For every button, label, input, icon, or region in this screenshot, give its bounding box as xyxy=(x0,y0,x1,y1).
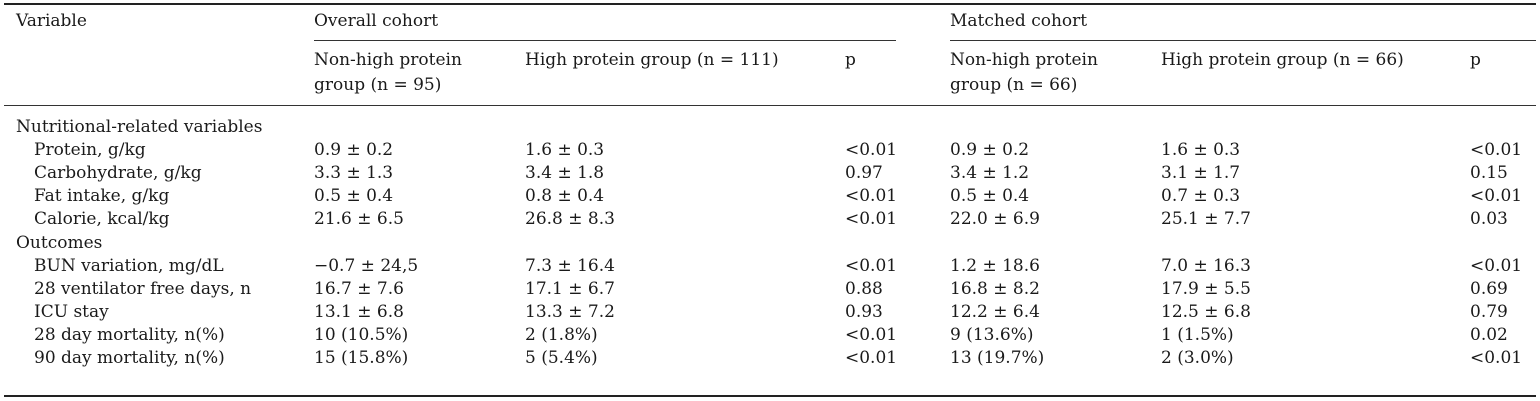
cell-overall-p: <0.01 xyxy=(845,348,898,368)
cell-overall-high: 0.8 ± 0.4 xyxy=(525,186,605,207)
cell-matched-high: 7.0 ± 16.3 xyxy=(1161,255,1251,276)
row-label: Protein, g/kg xyxy=(34,140,146,161)
header-matched-cohort: Matched cohort xyxy=(950,11,1088,31)
cell-overall-nonhigh: 13.1 ± 6.8 xyxy=(314,301,404,322)
cell-overall-high: 5 (5.4%) xyxy=(525,348,598,368)
cell-matched-nonhigh: 12.2 ± 6.4 xyxy=(950,301,1040,322)
section-title: Nutritional-related variables xyxy=(16,117,263,137)
cell-matched-high: 25.1 ± 7.7 xyxy=(1161,209,1251,230)
cell-matched-high: 1.6 ± 0.3 xyxy=(1161,140,1241,161)
cell-overall-p: <0.01 xyxy=(845,186,898,207)
cell-overall-p: <0.01 xyxy=(845,255,898,276)
cell-overall-high: 2 (1.8%) xyxy=(525,324,598,345)
cell-matched-nonhigh: 0.9 ± 0.2 xyxy=(950,140,1030,161)
row-label: Calorie, kcal/kg xyxy=(34,209,170,230)
header-overall-cohort: Overall cohort xyxy=(314,11,439,31)
cell-matched-nonhigh: 3.4 ± 1.2 xyxy=(950,163,1030,184)
cell-overall-nonhigh: 0.9 ± 0.2 xyxy=(314,140,394,161)
header-overall-nonhigh: Non-high protein group (n = 95) xyxy=(314,50,462,95)
cell-overall-nonhigh: 3.3 ± 1.3 xyxy=(314,163,394,184)
cell-overall-nonhigh: −0.7 ± 24,5 xyxy=(314,255,419,276)
cell-matched-nonhigh: 16.8 ± 8.2 xyxy=(950,278,1040,299)
header-variable: Variable xyxy=(16,11,87,31)
cell-overall-nonhigh: 10 (10.5%) xyxy=(314,324,409,345)
cell-matched-nonhigh: 22.0 ± 6.9 xyxy=(950,209,1040,230)
cell-overall-high: 13.3 ± 7.2 xyxy=(525,301,615,322)
cell-overall-high: 7.3 ± 16.4 xyxy=(525,255,615,276)
cell-matched-high: 2 (3.0%) xyxy=(1161,348,1234,368)
cell-matched-high: 12.5 ± 6.8 xyxy=(1161,301,1251,322)
cell-overall-high: 1.6 ± 0.3 xyxy=(525,140,605,161)
table-bottom-rule xyxy=(4,395,1536,397)
cell-matched-high: 0.7 ± 0.3 xyxy=(1161,186,1241,207)
cell-matched-p: <0.01 xyxy=(1470,186,1523,207)
header-bottom-rule xyxy=(4,105,1536,106)
cell-matched-p: 0.79 xyxy=(1470,301,1508,322)
cell-overall-p: <0.01 xyxy=(845,140,898,161)
section-title: Outcomes xyxy=(16,232,103,253)
cell-matched-high: 1 (1.5%) xyxy=(1161,324,1234,345)
matched-cohort-rule xyxy=(950,40,1536,41)
row-label: 90 day mortality, n(%) xyxy=(34,348,225,368)
cell-matched-nonhigh: 1.2 ± 18.6 xyxy=(950,255,1040,276)
cell-overall-p: 0.93 xyxy=(845,301,883,322)
cell-overall-p: <0.01 xyxy=(845,324,898,345)
cell-overall-high: 17.1 ± 6.7 xyxy=(525,278,615,299)
cell-matched-nonhigh: 13 (19.7%) xyxy=(950,348,1045,368)
row-label: Fat intake, g/kg xyxy=(34,186,170,207)
cell-overall-high: 26.8 ± 8.3 xyxy=(525,209,615,230)
header-overall-p: p xyxy=(845,50,856,70)
cell-matched-p: 0.02 xyxy=(1470,324,1508,345)
cell-overall-nonhigh: 15 (15.8%) xyxy=(314,348,409,368)
cell-overall-high: 3.4 ± 1.8 xyxy=(525,163,605,184)
header-matched-nonhigh: Non-high protein group (n = 66) xyxy=(950,50,1098,95)
cell-overall-p: 0.88 xyxy=(845,278,883,299)
header-matched-p: p xyxy=(1470,50,1481,70)
cell-matched-nonhigh: 0.5 ± 0.4 xyxy=(950,186,1030,207)
header-overall-high: High protein group (n = 111) xyxy=(525,50,779,70)
row-label: BUN variation, mg/dL xyxy=(34,255,224,276)
cell-overall-p: 0.97 xyxy=(845,163,883,184)
cell-overall-p: <0.01 xyxy=(845,209,898,230)
row-label: 28 ventilator free days, n xyxy=(34,278,252,299)
header-matched-high: High protein group (n = 66) xyxy=(1161,50,1404,70)
cell-matched-p: 0.69 xyxy=(1470,278,1508,299)
row-label: 28 day mortality, n(%) xyxy=(34,324,225,345)
overall-cohort-rule xyxy=(314,40,896,41)
cell-matched-high: 3.1 ± 1.7 xyxy=(1161,163,1241,184)
cell-matched-p: 0.15 xyxy=(1470,163,1508,184)
cell-matched-nonhigh: 9 (13.6%) xyxy=(950,324,1034,345)
cell-matched-p: <0.01 xyxy=(1470,348,1523,368)
row-label: ICU stay xyxy=(34,301,109,322)
cell-overall-nonhigh: 0.5 ± 0.4 xyxy=(314,186,394,207)
row-label: Carbohydrate, g/kg xyxy=(34,163,202,184)
cell-matched-high: 17.9 ± 5.5 xyxy=(1161,278,1251,299)
cell-overall-nonhigh: 21.6 ± 6.5 xyxy=(314,209,404,230)
cell-matched-p: 0.03 xyxy=(1470,209,1508,230)
cell-matched-p: <0.01 xyxy=(1470,140,1523,161)
cell-matched-p: <0.01 xyxy=(1470,255,1523,276)
table-top-rule xyxy=(4,3,1536,5)
cell-overall-nonhigh: 16.7 ± 7.6 xyxy=(314,278,404,299)
